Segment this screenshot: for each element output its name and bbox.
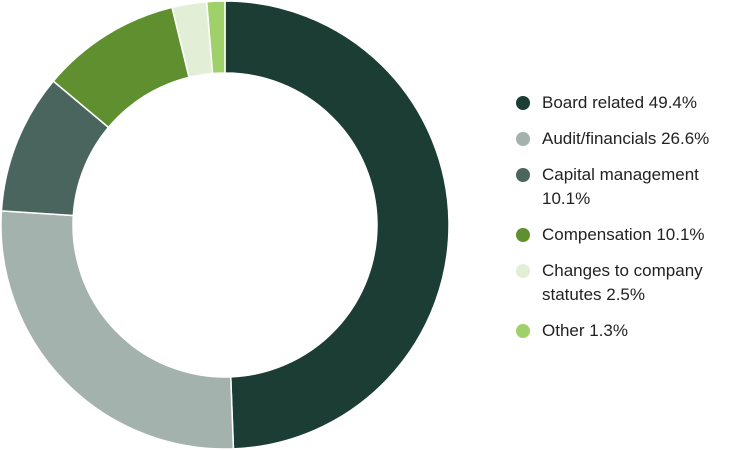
donut-slice-board-related xyxy=(224,0,450,450)
legend-item-audit-financials: Audit/financials 26.6% xyxy=(516,127,748,151)
legend-swatch xyxy=(516,132,530,146)
legend-label: Board related 49.4% xyxy=(542,93,697,112)
donut-slice-audit-financials xyxy=(0,210,235,450)
legend-item-capital-management: Capital management 10.1% xyxy=(516,163,748,211)
legend-item-board-related: Board related 49.4% xyxy=(516,91,748,115)
legend-label: Changes to company statutes 2.5% xyxy=(542,261,703,304)
legend-label: Other 1.3% xyxy=(542,321,628,340)
legend-swatch xyxy=(516,168,530,182)
chart-legend: Board related 49.4% Audit/financials 26.… xyxy=(516,91,748,355)
legend-swatch xyxy=(516,324,530,338)
donut-chart xyxy=(0,0,450,450)
legend-label: Audit/financials 26.6% xyxy=(542,129,710,148)
legend-item-other: Other 1.3% xyxy=(516,319,748,343)
donut-slice-other xyxy=(205,0,226,75)
legend-item-changes-to-company-statutes: Changes to company statutes 2.5% xyxy=(516,259,748,307)
legend-label: Compensation 10.1% xyxy=(542,225,705,244)
legend-item-compensation: Compensation 10.1% xyxy=(516,223,748,247)
legend-label: Capital management 10.1% xyxy=(542,165,699,208)
legend-swatch xyxy=(516,228,530,242)
legend-swatch xyxy=(516,264,530,278)
legend-swatch xyxy=(516,96,530,110)
